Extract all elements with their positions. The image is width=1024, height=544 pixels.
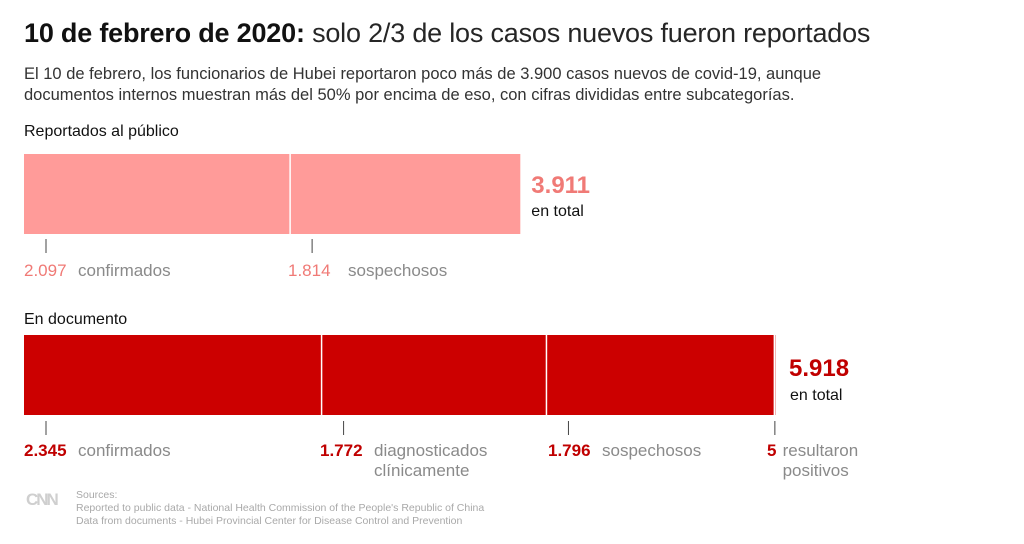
- category-label: diagnosticados: [374, 441, 487, 460]
- series-label-document: En documento: [24, 311, 128, 328]
- category-label: sospechosos: [602, 441, 701, 460]
- bar-segment-reported-2: [290, 154, 521, 234]
- value-label: 2.345: [24, 441, 67, 460]
- series-label-reported: Reportados al público: [24, 123, 179, 140]
- total-value: 5.918: [789, 355, 849, 382]
- title-headline: solo 2/3 de los casos nuevos fueron repo…: [312, 18, 871, 48]
- sources: Sources: Reported to public data - Natio…: [76, 489, 484, 528]
- total-caption: en total: [790, 387, 842, 404]
- bar-segment-reported-1: [24, 154, 291, 234]
- source-documents: Data from documents - Hubei Provincial C…: [76, 515, 463, 527]
- bar-segment-document-2: [321, 335, 547, 415]
- subtitle-line-1: El 10 de febrero, los funcionarios de Hu…: [24, 65, 822, 83]
- category-label: confirmados: [78, 261, 171, 280]
- subtitle-line-2: documentos internos muestran más del 50%…: [24, 86, 795, 104]
- category-label: confirmados: [78, 441, 171, 460]
- value-label: 5: [767, 441, 776, 460]
- sources-heading: Sources:: [76, 489, 118, 501]
- chart-title: 10 de febrero de 2020: solo 2/3 de los c…: [24, 18, 870, 49]
- category-label: resultaron: [783, 441, 859, 460]
- bar-segment-document-1: [24, 335, 322, 415]
- value-label: 1.814: [288, 261, 331, 280]
- value-label: 1.796: [548, 441, 591, 460]
- title-date: 10 de febrero de 2020:: [24, 18, 305, 48]
- category-label: positivos: [783, 461, 849, 480]
- total-caption: en total: [531, 203, 583, 220]
- category-label: clínicamente: [374, 461, 469, 480]
- bar-segment-document-3: [546, 335, 775, 415]
- chart-subtitle: El 10 de febrero, los funcionarios de Hu…: [24, 64, 1004, 106]
- value-label: 1.772: [320, 441, 363, 460]
- cnn-logo: CNN: [26, 490, 59, 509]
- source-reported: Reported to public data - National Healt…: [76, 502, 485, 514]
- total-value: 3.911: [531, 172, 590, 199]
- category-label: sospechosos: [348, 261, 447, 280]
- value-label: 2.097: [24, 261, 67, 280]
